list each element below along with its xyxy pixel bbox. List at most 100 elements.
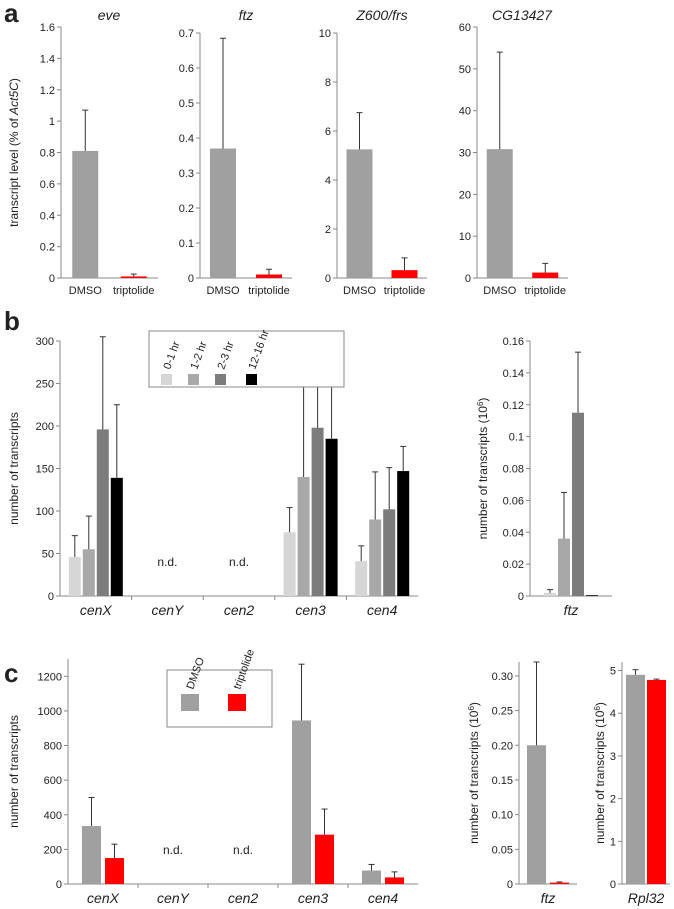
bar-triptolide (256, 274, 282, 278)
y-tick-label: 1 (49, 116, 55, 128)
panel-letter-a: a (4, 0, 19, 28)
bar-DMSO (626, 674, 645, 884)
bar-triptolide (120, 276, 147, 278)
bar-DMSO (82, 826, 101, 884)
y-tick-label: 1000 (38, 706, 62, 718)
y-tick-label: 0 (325, 273, 331, 285)
chart-title: ftz (239, 7, 254, 23)
bar-DMSO (292, 720, 311, 884)
y-tick-label: 0 (465, 273, 471, 285)
y-tick-label: 0.25 (492, 706, 513, 718)
y-tick-label: 1.2 (40, 85, 55, 97)
x-category-label: ftz (541, 890, 556, 906)
x-category-label: cenX (80, 602, 113, 618)
bar-dmso (210, 148, 236, 278)
chart-title: eve (98, 7, 121, 23)
y-tick-label: 0.30 (492, 671, 513, 683)
y-tick-label: 0 (48, 591, 54, 603)
legend-swatch-DMSO (181, 694, 199, 711)
bar-triptolide (550, 882, 569, 884)
y-axis-label-part: ) (476, 398, 490, 402)
y-tick-label: 0.04 (503, 527, 524, 539)
x-category-label: cen2 (224, 602, 255, 618)
y-tick-label: 60 (459, 22, 471, 34)
y-tick-label: 50 (42, 549, 54, 561)
bar-12-16-hr (397, 471, 410, 596)
y-tick-label: 0.4 (40, 210, 55, 222)
not-detected-label: n.d. (163, 843, 183, 857)
y-tick-label: 0.7 (179, 28, 194, 40)
y-tick-label: 0.5 (179, 98, 194, 110)
y-tick-label: 0.20 (492, 740, 513, 752)
y-tick-label: 0 (507, 879, 513, 891)
x-category-label: cenY (157, 890, 191, 906)
x-category-label: cen4 (367, 602, 398, 618)
y-tick-label: 0.4 (179, 133, 194, 145)
y-tick-label: 0.06 (503, 495, 524, 507)
y-tick-label: 30 (459, 148, 471, 160)
bar-1-2-hr (558, 538, 570, 596)
panel-letter-c: c (4, 658, 18, 688)
y-tick-label: 600 (44, 775, 62, 787)
bar-triptolide (105, 858, 124, 884)
chart-eve: 0 0.2 0.4 0.6 0.8 1 1.2 1.4 1.6 eve transcript lev… (7, 7, 158, 297)
y-axis-label: number of transcripts (106) (467, 702, 482, 844)
y-axis-label-part: number of transcripts (10 (476, 406, 490, 540)
chart-title: CG13427 (492, 7, 553, 23)
y-tick-label: 0.10 (492, 810, 513, 822)
y-axis-label-part: Act5C (7, 82, 21, 116)
legend-swatch-2-3-hr (215, 374, 226, 385)
y-tick-label: 0.02 (503, 559, 524, 571)
legend-swatch-1-2-hr (188, 374, 199, 385)
panel-letter-b: b (4, 306, 20, 336)
x-category-label: ftz (564, 602, 579, 618)
x-category-label: cen3 (295, 602, 326, 618)
bar-triptolide (647, 679, 666, 884)
y-tick-label: 200 (44, 844, 62, 856)
y-tick-label: 0 (49, 273, 55, 285)
y-tick-label: 300 (36, 336, 54, 348)
x-tick-label: triptolide (524, 285, 566, 297)
y-tick-label: 5 (610, 666, 616, 678)
bar-1-2-hr (297, 477, 310, 596)
x-category-label: cen2 (228, 890, 259, 906)
y-tick-label: 0.1 (509, 432, 524, 444)
legend-swatch-12-16-hr (246, 374, 257, 385)
y-axis-label-part: transcript level (% of (7, 115, 21, 227)
y-axis-label: number of transcripts (7, 412, 21, 525)
y-tick-label: 0.3 (179, 168, 194, 180)
x-category-label: Rpl32 (628, 890, 665, 906)
y-tick-label: 200 (36, 421, 54, 433)
bar-dmso (72, 150, 99, 278)
y-tick-label: 0.6 (40, 179, 55, 191)
bar-2-3-hr (96, 429, 109, 596)
y-tick-label: 0.15 (492, 775, 513, 787)
y-tick-label: 0.1 (179, 238, 194, 250)
chart-cg13427: 0 10 20 30 40 50 60 CG13427 DMSO triptolide (459, 7, 568, 297)
y-axis-label-part: 6 (467, 706, 476, 711)
y-tick-label: 0.2 (40, 242, 55, 254)
bar-triptolide (532, 272, 559, 278)
bar-12-16-hr (586, 595, 598, 597)
bar-1-2-hr (369, 519, 382, 596)
chart-ftz-drug: 0 0.05 0.10 0.15 0.20 0.25 0.30 number of trans… (467, 661, 577, 906)
x-category-label: cenX (87, 890, 120, 906)
chart-z600-frs: 0 2 4 6 8 10 Z600/frs DMSO triptolide (319, 7, 427, 297)
y-tick-label: 0.12 (503, 400, 524, 412)
y-tick-label: 1200 (38, 671, 62, 683)
bar-DMSO (362, 870, 381, 884)
x-tick-label: DMSO (343, 285, 376, 297)
y-tick-label: 1.6 (40, 22, 55, 34)
y-tick-label: 0.08 (503, 464, 524, 476)
y-axis-label: transcript level (% of Act5C) (7, 78, 21, 227)
bar-1-2-hr (82, 549, 95, 596)
y-tick-label: 1.4 (40, 53, 55, 65)
bar-triptolide (315, 834, 334, 884)
y-tick-label: 0 (518, 591, 524, 603)
bar-2-3-hr (572, 412, 584, 596)
not-detected-label: n.d. (229, 555, 249, 569)
y-axis-label: number of transcripts (106) (476, 398, 491, 540)
y-axis-label-part: ) (467, 702, 481, 706)
x-tick-label: DMSO (483, 285, 516, 297)
